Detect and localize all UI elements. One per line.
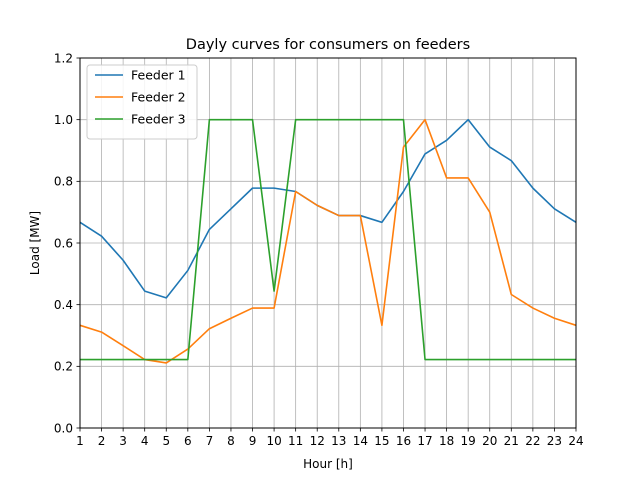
y-tick-label: 0.0 [54,421,73,435]
series-layer [79,118,577,364]
x-tick-label: 24 [568,434,583,448]
x-tick-label: 14 [353,434,368,448]
y-tick-label: 0.2 [54,360,73,374]
legend-label: Feeder 2 [131,90,186,105]
y-tick-label: 0.8 [54,175,73,189]
x-tick-label: 2 [98,434,106,448]
x-tick-label: 16 [396,434,411,448]
x-tick-label: 19 [461,434,476,448]
x-tick-label: 15 [374,434,389,448]
x-tick-label: 8 [227,434,235,448]
series-line-3 [80,118,576,361]
x-tick-label: 3 [119,434,127,448]
y-tick-label: 1.0 [54,113,73,127]
x-axis: 1 2 3 4 5 6 7 8 9 10 11 12 13 14 15 16 17 18 19 20 21 22 23 24 [76,428,584,448]
x-tick-label: 7 [206,434,214,448]
series-line-2 [79,118,577,364]
x-tick-label: 4 [141,434,149,448]
x-tick-label: 11 [288,434,303,448]
x-tick-label: 20 [482,434,497,448]
x-tick-label: 5 [162,434,170,448]
legend-label: Feeder 1 [131,68,186,83]
x-tick-label: 12 [310,434,325,448]
chart-title: Dayly curves for consumers on feeders [186,37,470,53]
y-axis: 0.0 0.2 0.4 0.6 0.8 1.0 1.2 [54,51,80,435]
x-tick-label: 22 [525,434,540,448]
y-tick-label: 1.2 [54,51,73,65]
legend-label: Feeder 3 [131,112,186,127]
x-tick-label: 1 [76,434,84,448]
x-tick-label: 23 [547,434,562,448]
x-tick-label: 9 [249,434,257,448]
x-tick-label: 10 [266,434,281,448]
x-tick-label: 6 [184,434,192,448]
y-axis-title: Load [MW] [28,211,42,275]
x-axis-title: Hour [h] [303,457,353,471]
legend: Feeder 1 Feeder 2 Feeder 3 [86,64,198,140]
x-tick-label: 21 [504,434,519,448]
legend-box [86,64,198,140]
x-tick-label: 13 [331,434,346,448]
y-tick-label: 0.4 [54,298,73,312]
x-tick-label: 18 [439,434,454,448]
y-tick-label: 0.6 [54,236,73,250]
x-tick-label: 17 [417,434,432,448]
